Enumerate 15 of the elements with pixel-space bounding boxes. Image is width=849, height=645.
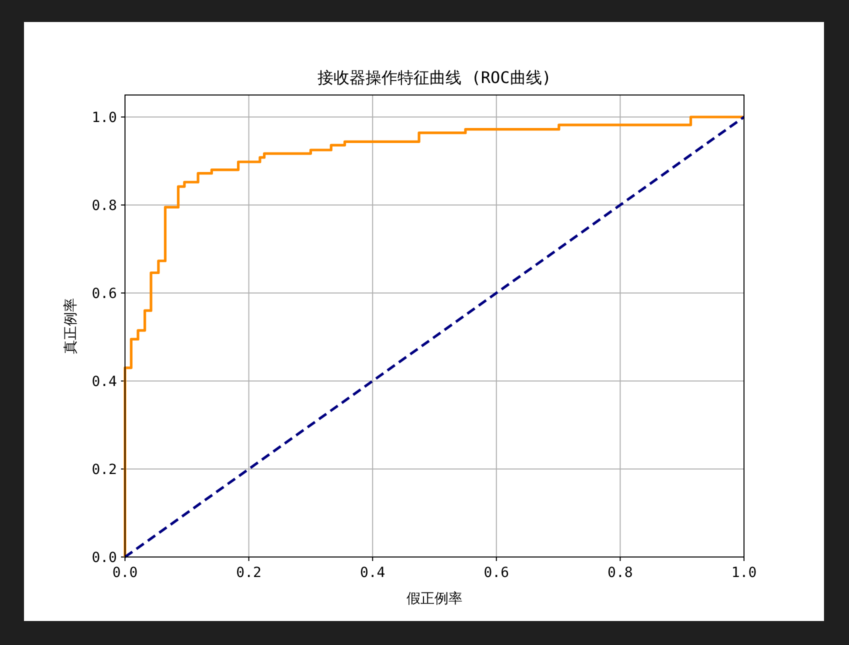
y-tick-label: 0.6 — [92, 286, 117, 302]
x-axis-title: 假正例率 — [406, 591, 462, 607]
chart-title: 接收器操作特征曲线 (ROC曲线) — [318, 68, 552, 87]
y-tick-label: 0.8 — [92, 198, 117, 214]
x-tick-label: 0.6 — [484, 565, 510, 581]
x-tick-label: 0.8 — [608, 565, 633, 581]
x-tick-label: 0.0 — [112, 565, 138, 581]
y-tick-label: 1.0 — [92, 110, 117, 126]
y-axis-title: 真正例率 — [63, 298, 79, 354]
x-tick-label: 0.4 — [360, 565, 386, 581]
y-tick-label: 0.2 — [92, 462, 117, 478]
y-tick-label: 0.0 — [92, 550, 117, 566]
x-tick-label: 0.2 — [236, 565, 262, 581]
y-tick-label: 0.4 — [92, 374, 117, 390]
x-tick-label: 1.0 — [731, 565, 757, 581]
